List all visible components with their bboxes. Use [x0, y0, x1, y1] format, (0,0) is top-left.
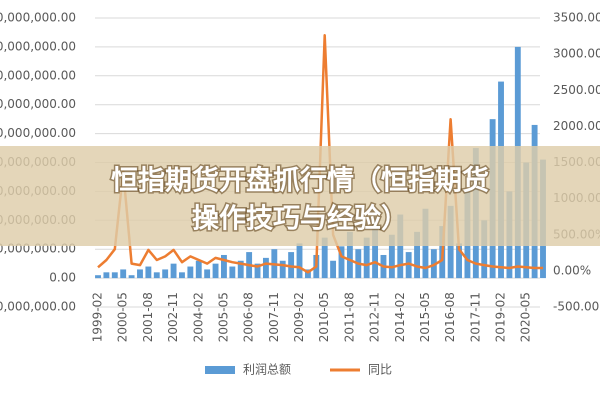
- bar: [179, 272, 185, 279]
- bar: [330, 260, 337, 279]
- y2-tick-label: 0.00%: [553, 263, 591, 277]
- bar: [254, 263, 261, 279]
- y-tick-label: 0.00: [49, 271, 76, 285]
- x-tick-label: 2002-11: [166, 292, 180, 342]
- x-tick-label: 2006-08: [242, 292, 256, 342]
- bar: [195, 260, 202, 279]
- bar: [103, 272, 110, 279]
- x-tick-label: 2017-11: [468, 292, 482, 342]
- x-tick-label: 2019-02: [494, 292, 508, 342]
- bar: [128, 275, 135, 279]
- y-tick-label: 0,000,000.00: [0, 39, 76, 53]
- y2-tick-label: 2500.00%: [553, 83, 600, 97]
- x-tick-label: 2004-02: [191, 292, 205, 342]
- banner-line: 恒指期货开盘抓行情（恒指期货: [111, 165, 489, 197]
- x-tick-label: 2015-05: [418, 292, 432, 342]
- bar: [187, 266, 194, 279]
- bar: [137, 269, 143, 279]
- bar: [262, 257, 269, 279]
- bar: [170, 263, 177, 279]
- bar: [145, 266, 152, 279]
- y2-tick-label: -500.00%: [553, 300, 600, 314]
- banner-band: [0, 146, 600, 246]
- bar: [338, 246, 345, 279]
- bar: [288, 252, 295, 279]
- bar: [363, 237, 370, 279]
- bar: [397, 214, 404, 279]
- legend-swatch: [205, 366, 235, 374]
- bar: [95, 275, 101, 279]
- bar: [414, 231, 420, 279]
- bar: [221, 254, 227, 279]
- bar: [321, 237, 328, 279]
- bar: [111, 272, 118, 279]
- bar: [153, 272, 160, 279]
- x-tick-label: 2011-08: [342, 292, 356, 342]
- y-tick-label: 0,000,000.00: [0, 126, 76, 140]
- bar: [229, 266, 236, 279]
- bar: [279, 260, 286, 279]
- x-tick-label: 2016-08: [443, 292, 457, 342]
- x-tick-label: 2007-11: [267, 292, 281, 342]
- bar: [304, 269, 311, 279]
- x-tick-label: 2009-02: [292, 292, 306, 342]
- x-tick-label: 2010-05: [317, 292, 331, 342]
- legend-label: 同比: [368, 363, 392, 377]
- y2-tick-label: 3000.00%: [553, 47, 600, 61]
- bar: [405, 252, 412, 279]
- x-tick-label: 1999-02: [91, 292, 105, 342]
- bar: [481, 220, 488, 279]
- y-tick-label: 0,000,000.00: [0, 68, 76, 82]
- bar: [204, 269, 211, 279]
- bar: [456, 243, 462, 279]
- bar: [162, 269, 169, 279]
- x-tick-label: 2020-05: [519, 292, 533, 342]
- x-tick-label: 2000-05: [116, 292, 130, 342]
- x-tick-label: 2005-05: [216, 292, 230, 342]
- bar: [212, 263, 219, 279]
- x-tick-label: 2014-02: [393, 292, 407, 342]
- x-tick-label: 2001-08: [141, 292, 155, 342]
- y2-tick-label: 2000.00%: [553, 119, 600, 133]
- banner-line: 操作技巧与经验）: [192, 203, 408, 235]
- bar: [346, 231, 353, 279]
- bar: [237, 260, 244, 279]
- x-tick-label: 2012-11: [368, 292, 382, 342]
- bar: [296, 243, 303, 279]
- y-tick-label: 0,000,000.00: [0, 11, 76, 25]
- bar: [388, 234, 395, 279]
- bar: [372, 220, 379, 279]
- y-tick-label: 0,000,000.00: [0, 97, 76, 111]
- y2-tick-label: 3500.00%: [553, 11, 600, 25]
- legend-label: 利润总额: [243, 363, 291, 377]
- bar: [120, 269, 127, 279]
- y-tick-label: 0,000,000.00: [0, 300, 76, 314]
